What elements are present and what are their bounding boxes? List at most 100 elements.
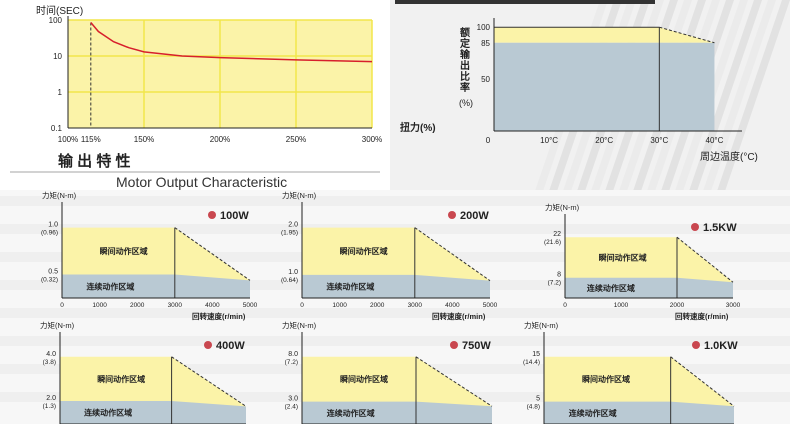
bg-band	[0, 196, 790, 206]
instant-region-label: 瞬间动作区域	[340, 374, 388, 384]
instant-region-label: 瞬间动作区域	[340, 246, 388, 256]
x-tick-label: 300%	[362, 135, 382, 144]
y-tick-label: 15	[532, 351, 540, 358]
title-dot	[450, 341, 458, 349]
continuous-region	[60, 401, 246, 424]
y-label-char: 比	[460, 70, 470, 83]
y-tick-sublabel: (4.8)	[527, 404, 540, 411]
y-axis-unit: (%)	[459, 98, 473, 108]
x-tick-label: 1000	[614, 302, 629, 309]
section-title: 输 出 特 性	[58, 152, 131, 170]
bg-stripe	[714, 0, 790, 200]
instant-region-label: 瞬间动作区域	[100, 246, 148, 256]
x-tick-label: 0	[486, 136, 491, 145]
continuous-region-label: 连续动作区域	[86, 281, 134, 291]
y-tick-label: 8	[557, 272, 561, 279]
title-dot	[204, 341, 212, 349]
y-axis-label: 力矩(N-m)	[524, 320, 559, 330]
chart-title: 100W	[220, 210, 249, 222]
continuous-region	[302, 274, 490, 298]
y-tick-label: 0.1	[51, 124, 63, 133]
instant-limit-line	[670, 356, 735, 407]
chart-title: 1.0KW	[704, 340, 738, 352]
y-tick-label: 2.0	[46, 395, 56, 402]
motor-charts: 力矩(N-m)瞬间动作区域连续动作区域100W1.0(0.96)0.5(0.32…	[40, 190, 741, 424]
y-tick-sublabel: (0.96)	[41, 230, 58, 237]
continuous-region-label: 连续动作区域	[327, 408, 375, 418]
y-tick-label: 100	[49, 16, 63, 25]
y-axis-label: 力矩(N-m)	[545, 202, 580, 212]
x-axis-label: 周边温度(°C)	[700, 150, 758, 163]
x-tick-label: 10°C	[540, 136, 558, 145]
y-tick-sublabel: (7.2)	[285, 359, 298, 366]
instant-limit-line	[415, 356, 493, 407]
overload-curve	[90, 22, 373, 63]
title-dot	[448, 211, 456, 219]
y-tick-sublabel: (21.6)	[544, 239, 561, 246]
x-tick-label: 20°C	[595, 136, 613, 145]
y-axis-label: 力矩(N-m)	[282, 320, 317, 330]
y-tick-sublabel: (7.2)	[548, 280, 561, 287]
x-tick-label: 150%	[134, 135, 154, 144]
y-tick-sublabel: (2.4)	[285, 404, 298, 411]
x-tick-label: 250%	[286, 135, 306, 144]
x-axis-label: 回转速度(r/min)	[432, 311, 486, 321]
continuous-region	[565, 277, 733, 298]
y-axis-label: 力矩(N-m)	[282, 190, 317, 200]
y-tick-sublabel: (14.4)	[523, 359, 540, 366]
y-tick-label: 85	[481, 39, 490, 48]
continuous-region-label: 连续动作区域	[84, 408, 132, 418]
y-tick-label: 4.0	[46, 351, 56, 358]
bg-stripe	[700, 0, 776, 200]
title-dot	[691, 223, 699, 231]
y-tick-label: 1.0	[288, 269, 298, 276]
y-tick-label: 1	[58, 88, 63, 97]
y-axis-label: 力矩(N-m)	[42, 190, 77, 200]
y-tick-sublabel: (3.8)	[43, 359, 56, 366]
instant-region-label: 瞬间动作区域	[582, 374, 630, 384]
title-dot	[692, 341, 700, 349]
x-tick-label: 0	[300, 302, 304, 309]
y-axis-label: 力矩(N-m)	[40, 320, 75, 330]
y-tick-label: 22	[553, 231, 561, 238]
x-tick-label: 0	[60, 302, 64, 309]
bg-top-bar	[395, 0, 655, 4]
chart-title: 200W	[460, 210, 489, 222]
instant-limit-line	[414, 227, 491, 282]
x-tick-label: 100%	[58, 135, 78, 144]
instant-region-label: 瞬间动作区域	[599, 252, 647, 262]
x-tick-label: 200%	[210, 135, 230, 144]
y-label-char: 出	[460, 59, 470, 72]
x-tick-label: 3000	[726, 302, 741, 309]
x-tick-label: 115%	[81, 135, 101, 144]
title-dot	[208, 211, 216, 219]
x-tick-label: 1000	[92, 302, 107, 309]
y-tick-label: 1.0	[48, 222, 58, 229]
x-tick-label: 4000	[445, 302, 460, 309]
continuous-region	[302, 401, 492, 424]
y-tick-sublabel: (1.95)	[281, 230, 298, 237]
continuous-region	[544, 401, 734, 424]
x-tick-label: 3000	[168, 302, 183, 309]
y-tick-label: 5	[536, 396, 540, 403]
instant-limit-line	[174, 227, 251, 281]
chart-title: 400W	[216, 340, 245, 352]
section-heading: 输 出 特 性 Motor Output Characteristic	[10, 152, 380, 190]
y-tick-label: 0.5	[48, 269, 58, 276]
chart-title: 时间(SEC)	[36, 4, 83, 17]
x-axis-label: 扭力(%)	[400, 121, 436, 134]
rated-region	[494, 42, 715, 132]
x-tick-label: 5000	[243, 302, 258, 309]
x-tick-label: 2000	[670, 302, 685, 309]
x-tick-label: 2000	[370, 302, 385, 309]
overload-chart: 时间(SEC) 扭力(%) 100 10 1 0.1 100% 115% 150% 200% 2…	[36, 4, 436, 144]
x-tick-label: 3000	[408, 302, 423, 309]
y-label-char: 额	[460, 26, 470, 39]
y-tick-sublabel: (0.64)	[281, 277, 298, 284]
